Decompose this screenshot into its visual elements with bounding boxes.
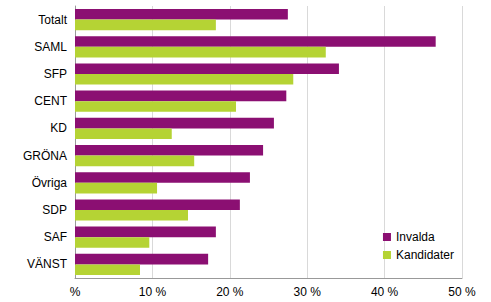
svg-text:30 %: 30 % — [294, 285, 322, 299]
svg-text:CENT: CENT — [34, 94, 67, 108]
svg-text:GRÖNA: GRÖNA — [23, 149, 67, 163]
svg-text:40 %: 40 % — [371, 285, 399, 299]
svg-text:SDP: SDP — [42, 203, 67, 217]
svg-text:SAML: SAML — [34, 40, 67, 54]
svg-text:10 %: 10 % — [139, 285, 167, 299]
svg-text:VÄNST: VÄNST — [27, 257, 68, 271]
svg-text:SAF: SAF — [44, 230, 67, 244]
svg-text:Kandidater: Kandidater — [396, 248, 454, 262]
svg-text:Invalda: Invalda — [396, 230, 435, 244]
svg-text:SFP: SFP — [44, 67, 67, 81]
svg-text:KD: KD — [50, 121, 67, 135]
svg-text:Övriga: Övriga — [32, 176, 68, 190]
svg-text:20 %: 20 % — [216, 285, 244, 299]
svg-text:50 %: 50 % — [448, 285, 476, 299]
svg-text:%: % — [70, 285, 81, 299]
svg-text:Totalt: Totalt — [38, 13, 67, 27]
